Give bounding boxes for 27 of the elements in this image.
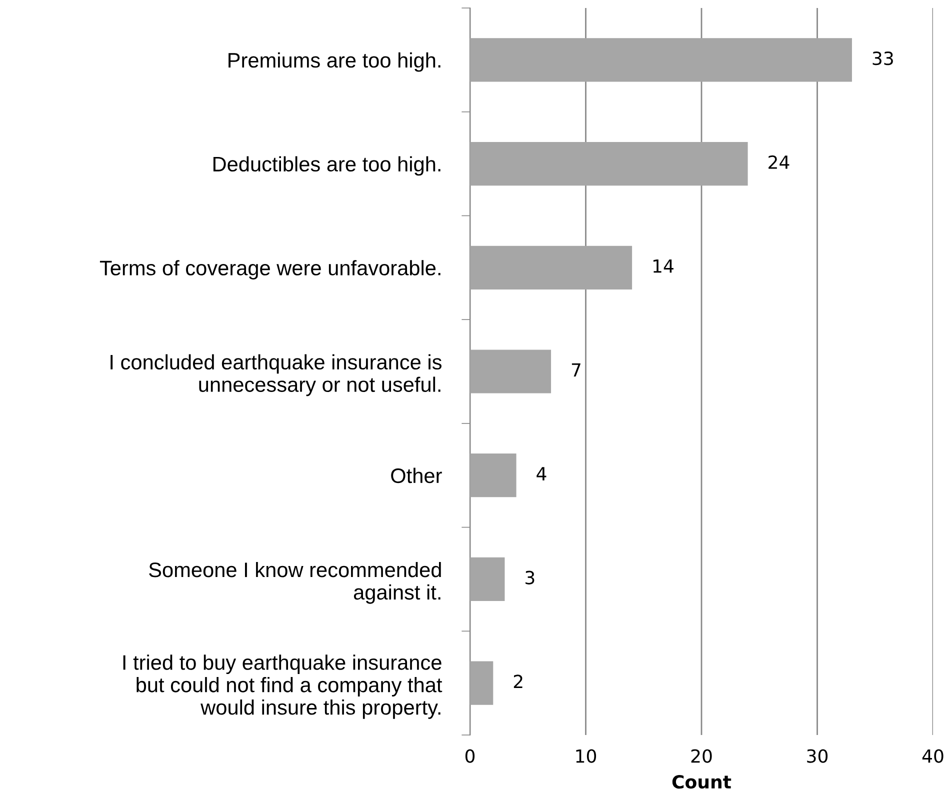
data-label: 2 <box>514 674 522 688</box>
y-tick-label: Someone I know recommended against it. <box>149 562 441 604</box>
bar <box>470 38 852 82</box>
bar <box>470 246 632 290</box>
data-label: 33 <box>872 52 893 66</box>
bar <box>470 454 516 498</box>
data-label: 14 <box>653 259 674 273</box>
x-tick-label: 40 <box>922 749 944 763</box>
x-tick-label: 0 <box>465 749 475 763</box>
y-tick-label: I concluded earthquake insurance is unnecessary or not useful. <box>110 354 442 396</box>
y-tick-label: Terms of coverage were unfavorable. <box>100 260 440 280</box>
data-label: 3 <box>526 570 534 584</box>
x-tick-label: 10 <box>576 749 596 763</box>
bar <box>470 661 494 705</box>
y-tick-label: Deductibles are too high. <box>213 156 440 176</box>
x-tick-label: 30 <box>807 749 828 763</box>
y-tick-label: Other <box>391 468 442 484</box>
y-tick-label: Premiums are too high. <box>228 52 440 72</box>
bar <box>470 350 552 394</box>
x-axis-title: Count <box>672 775 732 789</box>
x-tick-label: 20 <box>691 749 712 763</box>
bar <box>470 557 505 602</box>
data-label: 4 <box>536 467 546 480</box>
data-label: 24 <box>768 155 790 169</box>
data-label: 7 <box>572 363 580 376</box>
y-tick-label: I tried to buy earthquake insurance but could not find a company that would insure this property. <box>123 654 442 719</box>
bar <box>470 142 748 186</box>
